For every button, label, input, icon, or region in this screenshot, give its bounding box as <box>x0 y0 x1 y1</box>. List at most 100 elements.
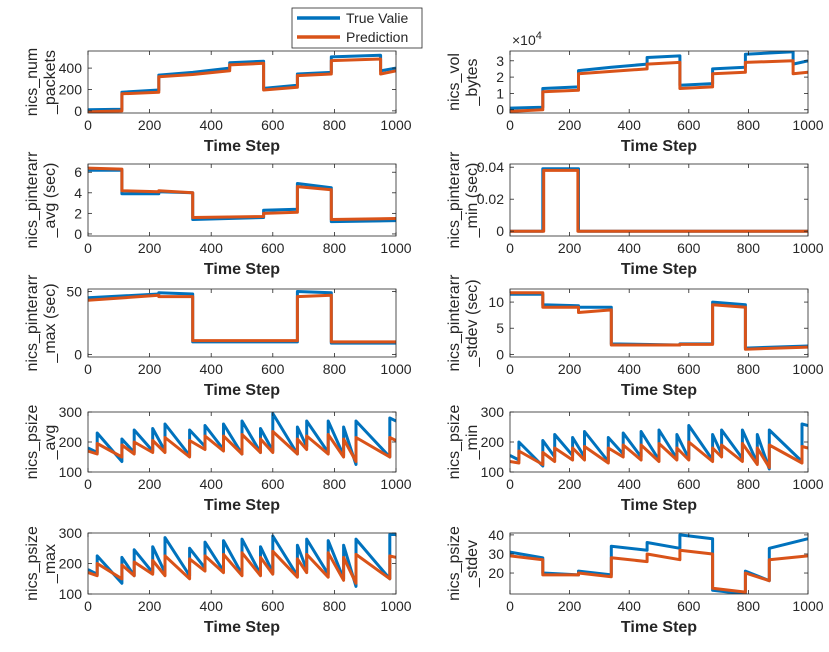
y-axis-label: nics_pinterarr_min (sec) <box>446 151 481 249</box>
y-axis-label: nics_pinterarr_avg (sec) <box>24 151 59 249</box>
x-tick-label: 400 <box>200 598 224 614</box>
x-tick-label: 1000 <box>792 117 823 133</box>
y-tick-label: 0 <box>74 346 82 362</box>
x-tick-label: 600 <box>677 240 701 256</box>
y-tick-label: 2 <box>496 69 504 85</box>
y-tick-label: 300 <box>481 404 505 420</box>
y-axis-label-line: nics_num <box>24 48 41 116</box>
x-tick-label: 1000 <box>380 361 411 377</box>
series-group <box>88 533 396 588</box>
x-tick-label: 0 <box>84 240 92 256</box>
x-tick-label: 400 <box>618 240 642 256</box>
series-line-true-value <box>510 167 808 233</box>
x-tick-label: 0 <box>506 361 514 377</box>
y-axis-label-line: _stdev (sec) <box>464 279 481 367</box>
y-tick-label: 400 <box>59 60 83 76</box>
x-tick-label: 200 <box>558 240 582 256</box>
subplot-8: 0 200 400 600 800 1000 100 200 300 Time Step nics_… <box>446 404 824 514</box>
y-tick-label: 200 <box>59 556 83 572</box>
series-group <box>88 166 396 224</box>
y-tick-label: 200 <box>481 434 505 450</box>
y-axis-label: nics_pinterarr_stdev (sec) <box>446 274 481 372</box>
y-tick-label: 50 <box>66 284 82 300</box>
x-tick-label: 200 <box>138 240 162 256</box>
x-tick-label: 1000 <box>792 361 823 377</box>
x-tick-label: 400 <box>618 476 642 492</box>
y-axis-label-line: _avg <box>42 425 59 461</box>
series-line-true-value <box>510 292 808 350</box>
subplot-4: 0 200 400 600 800 1000 0 0.02 0.04 Time Step nics_… <box>446 151 824 278</box>
y-tick-label: 0 <box>74 226 82 242</box>
y-tick-label: 0 <box>496 102 504 118</box>
x-tick-label: 1000 <box>792 240 823 256</box>
y-axis-label-line: _max <box>42 544 59 584</box>
y-tick-label: 0 <box>74 103 82 119</box>
x-tick-label: 800 <box>323 598 347 614</box>
axes-box <box>87 50 397 114</box>
series-line-prediction <box>510 440 808 469</box>
x-axis-label: Time Step <box>621 619 697 636</box>
y-axis-label: nics_psize_stdev <box>446 526 481 601</box>
series-group <box>88 53 396 113</box>
series-line-true-value <box>88 53 396 112</box>
y-tick-label: 6 <box>74 164 82 180</box>
y-tick-label: 3 <box>496 53 504 69</box>
axes-box <box>509 163 809 237</box>
x-tick-label: 800 <box>323 361 347 377</box>
y-tick-label: 5 <box>496 320 504 336</box>
y-tick-label: 1 <box>496 85 504 101</box>
series-line-prediction <box>510 548 808 594</box>
subplot-10: 0 200 400 600 800 1000 20 30 40 Time Step nics_psi… <box>446 526 824 636</box>
series-group <box>510 533 808 594</box>
x-axis-label: Time Step <box>621 382 697 399</box>
y-tick-label: 40 <box>488 527 504 543</box>
y-tick-label: 0 <box>496 346 504 362</box>
legend-label-prediction: Prediction <box>346 29 408 45</box>
x-axis-label: Time Step <box>621 261 697 278</box>
y-axis-label-line: _avg (sec) <box>42 163 59 239</box>
x-tick-label: 600 <box>261 240 285 256</box>
series-line-prediction <box>88 549 396 585</box>
x-tick-label: 400 <box>618 361 642 377</box>
axes-box <box>509 288 809 358</box>
y-axis-label-line: _min (sec) <box>464 163 481 239</box>
x-tick-label: 200 <box>558 598 582 614</box>
y-tick-label: 0 <box>496 223 504 239</box>
series-group <box>510 167 808 233</box>
x-tick-label: 200 <box>138 361 162 377</box>
series-line-true-value <box>510 51 808 110</box>
series-line-prediction <box>510 291 808 351</box>
x-tick-label: 1000 <box>792 598 823 614</box>
x-tick-label: 600 <box>261 361 285 377</box>
x-axis-label: Time Step <box>204 497 280 514</box>
series-group <box>510 51 808 113</box>
x-tick-label: 400 <box>200 117 224 133</box>
y-axis-label-line: _stdev <box>464 540 481 588</box>
exponent-power: 4 <box>536 30 542 42</box>
axes-box <box>87 288 397 358</box>
y-axis-label: nics_pinterarr_max (sec) <box>24 274 59 372</box>
x-tick-label: 800 <box>323 476 347 492</box>
x-tick-label: 600 <box>677 598 701 614</box>
axes-box <box>509 50 809 114</box>
axes-box <box>87 163 397 237</box>
y-axis-label-line: nics_psize <box>24 405 41 480</box>
y-axis-label-line: nics_pinterarr <box>446 274 463 372</box>
series-group <box>510 291 808 351</box>
x-tick-label: 0 <box>84 117 92 133</box>
subplot-3: 0 200 400 600 800 1000 0 2 4 6 Time Step nics_pinte… <box>24 151 412 278</box>
series-line-prediction <box>510 59 808 113</box>
y-tick-label: 20 <box>488 565 504 581</box>
x-tick-label: 200 <box>138 598 162 614</box>
y-axis-label: nics_psize_min <box>446 405 481 480</box>
series-line-true-value <box>88 290 396 345</box>
y-axis-label: nics_psize_avg <box>24 405 59 480</box>
legend: True Valie Prediction <box>291 7 423 49</box>
subplot-9: 0 200 400 600 800 1000 100 200 300 Time Step nics_… <box>24 525 412 636</box>
y-tick-label: 300 <box>59 404 83 420</box>
y-axis-label-line: _bytes <box>464 58 481 106</box>
legend-box <box>291 7 423 49</box>
x-axis-label: Time Step <box>204 382 280 399</box>
y-exponent-label: ×104 <box>512 30 542 48</box>
